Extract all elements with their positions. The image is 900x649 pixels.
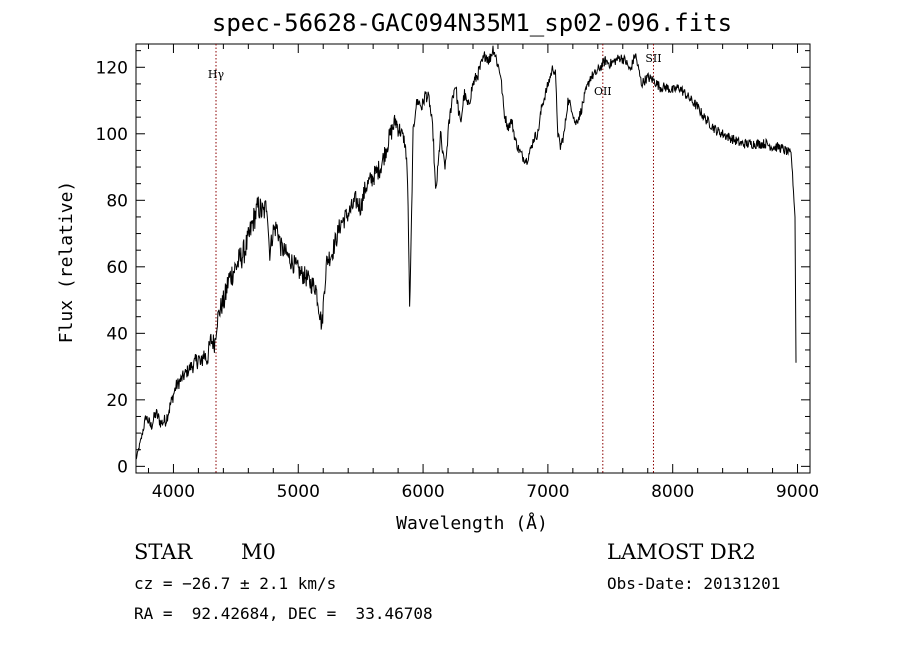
- y-tick-label: 20: [106, 391, 128, 411]
- coordinates: RA = 92.42684, DEC = 33.46708: [134, 604, 433, 623]
- x-axis-ticks: 4000 5000 6000 7000 8000 9000: [147, 44, 819, 502]
- object-subclass: M0: [241, 540, 276, 564]
- y-tick-label: 80: [106, 191, 128, 211]
- y-tick-label: 40: [106, 324, 128, 344]
- observation-date: Obs-Date: 20131201: [607, 574, 781, 593]
- redshift-velocity: cz = −26.7 ± 2.1 km/s: [134, 574, 337, 593]
- x-tick-label: 9000: [776, 482, 819, 502]
- y-axis-label: Flux (relative): [56, 181, 77, 344]
- plot-frame: [135, 43, 811, 474]
- x-tick-label: 6000: [401, 482, 444, 502]
- object-class: STAR: [134, 540, 193, 564]
- y-tick-label: 0: [117, 457, 128, 477]
- x-tick-label: 4000: [152, 482, 195, 502]
- survey-name: LAMOST DR2: [607, 540, 756, 564]
- y-tick-label: 120: [96, 58, 128, 78]
- spectrum-line: [135, 45, 797, 460]
- y-tick-label: 60: [106, 258, 128, 278]
- line-label: Hγ: [208, 68, 225, 81]
- plot-border: [135, 43, 811, 474]
- line-label: SII: [645, 52, 661, 65]
- line-markers: Hγ OII SII: [208, 44, 662, 473]
- x-tick-label: 7000: [526, 482, 569, 502]
- chart-title: spec-56628-GAC094N35M1_sp02-096.fits: [212, 9, 732, 37]
- y-tick-label: 100: [96, 125, 128, 145]
- y-axis-ticks: 0 20 40 60 80 100 120: [96, 50, 810, 477]
- x-axis-label: Wavelength (Å): [396, 512, 548, 534]
- x-tick-label: 5000: [277, 482, 320, 502]
- x-tick-label: 8000: [651, 482, 694, 502]
- line-label: OII: [594, 85, 612, 98]
